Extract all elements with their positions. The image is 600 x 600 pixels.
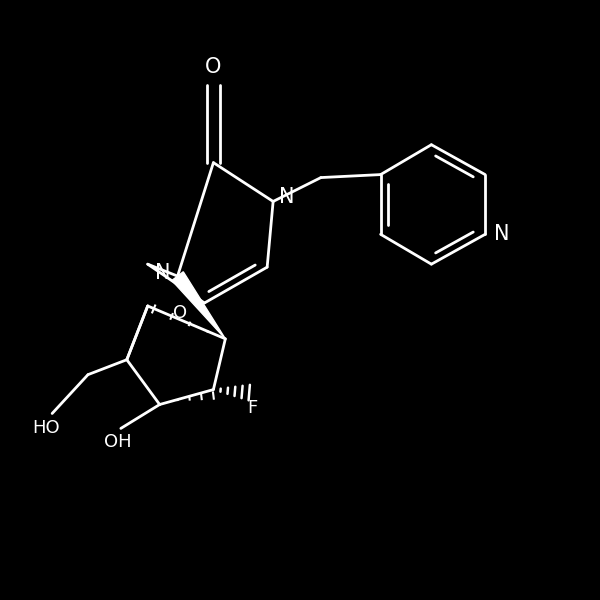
Text: OH: OH [104, 433, 131, 451]
Text: HO: HO [32, 419, 60, 437]
Text: N: N [494, 224, 509, 244]
Polygon shape [172, 272, 226, 339]
Text: N: N [278, 187, 294, 206]
Text: O: O [205, 57, 221, 77]
Text: O: O [173, 304, 188, 322]
Text: F: F [247, 398, 257, 416]
Text: N: N [155, 263, 170, 283]
